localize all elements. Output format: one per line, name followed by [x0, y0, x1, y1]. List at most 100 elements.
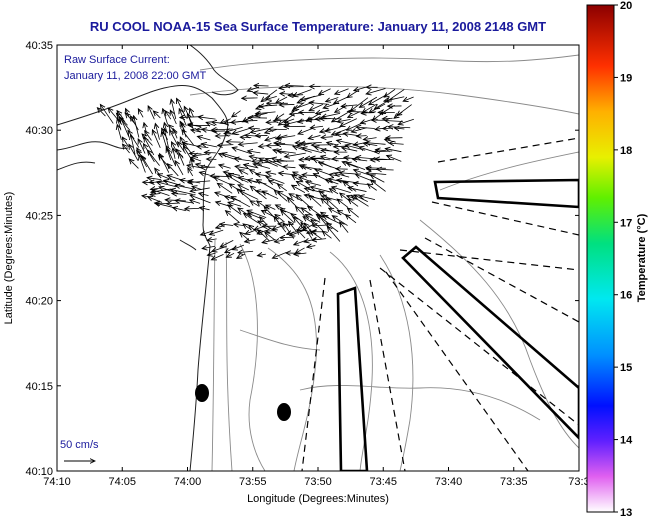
x-axis-label: Longitude (Degrees:Minutes) — [247, 493, 389, 505]
current-vector — [294, 253, 307, 254]
current-vector — [285, 85, 304, 86]
x-tick-label: 73:35 — [500, 476, 528, 488]
coastline-segment — [189, 245, 211, 471]
current-vector — [129, 159, 139, 169]
current-vector — [316, 110, 330, 113]
current-vector — [371, 180, 386, 192]
current-vector — [276, 136, 296, 139]
scale-vector-label: 50 cm/s — [60, 439, 99, 451]
radial-lines — [301, 137, 579, 471]
current-vector — [249, 128, 260, 129]
current-vector — [272, 252, 287, 258]
current-vector — [244, 120, 258, 121]
current-vector — [312, 239, 327, 241]
current-vector — [403, 96, 414, 101]
bathymetry-contour — [239, 329, 321, 351]
current-vector — [248, 151, 261, 153]
current-vector — [366, 88, 386, 94]
colorbar-label: Temperature (°C) — [636, 213, 648, 302]
current-vector — [212, 245, 227, 251]
colorbar-tick-label: 15 — [620, 362, 632, 374]
current-vector — [228, 202, 242, 207]
current-vector — [210, 229, 224, 234]
current-vector — [345, 215, 357, 224]
current-vector — [363, 138, 377, 140]
colorbar-tick-label: 17 — [620, 217, 632, 229]
current-vector — [332, 216, 348, 226]
current-vector — [129, 144, 139, 161]
current-vector — [278, 184, 287, 192]
x-tick-label: 74:00 — [174, 476, 202, 488]
radar-sector — [433, 178, 579, 209]
current-vector — [348, 188, 367, 192]
radial-line — [424, 237, 579, 323]
current-vector — [250, 186, 267, 200]
current-vector — [155, 124, 160, 140]
current-vector — [170, 130, 179, 147]
current-vector — [226, 253, 235, 257]
current-vector — [359, 196, 375, 201]
current-vector — [220, 239, 234, 247]
current-vector — [253, 164, 271, 169]
current-vector — [293, 172, 303, 178]
current-vector — [332, 187, 351, 193]
current-vector — [164, 180, 185, 187]
bathymetry-contour — [299, 385, 541, 421]
current-vector — [285, 152, 306, 157]
bathymetry-contour — [211, 239, 216, 471]
current-vector — [366, 173, 387, 175]
current-vector — [238, 251, 254, 252]
current-vector — [224, 134, 240, 135]
current-vector — [234, 159, 252, 161]
bathymetry-contour — [225, 241, 233, 471]
current-vector — [173, 148, 175, 159]
x-tick-label: 73:3 — [568, 476, 589, 488]
current-vector — [307, 246, 316, 248]
current-vector — [190, 200, 201, 203]
current-vector — [325, 126, 341, 131]
current-vector — [190, 187, 210, 191]
current-vector — [138, 139, 146, 154]
current-vector — [266, 96, 277, 99]
current-vector — [326, 199, 339, 211]
current-vector — [369, 94, 388, 104]
current-vector — [335, 88, 349, 94]
colorbar-tick-label: 19 — [620, 72, 632, 84]
current-vector — [340, 118, 357, 127]
radar-sectors — [336, 178, 579, 471]
radar-sector — [336, 286, 369, 471]
y-tick-label: 40:35 — [25, 40, 53, 52]
current-vector — [310, 126, 324, 128]
current-vector — [240, 191, 259, 200]
y-tick-label: 40:30 — [25, 125, 53, 137]
current-vector — [166, 146, 176, 166]
current-vector — [197, 136, 211, 140]
current-vector — [134, 116, 140, 138]
current-vector — [202, 246, 216, 248]
current-vector — [239, 143, 258, 145]
current-vector — [187, 113, 195, 131]
current-vector — [356, 127, 375, 128]
current-vector — [351, 196, 369, 207]
annotation-line-1: Raw Surface Current: — [64, 54, 170, 66]
current-vector — [327, 226, 341, 242]
current-vector — [357, 136, 367, 137]
current-vector — [138, 109, 144, 118]
current-vector — [202, 144, 218, 147]
y-axis-label: Latitude (Degrees:Minutes) — [3, 192, 15, 325]
current-vector — [348, 111, 361, 118]
current-vector — [366, 168, 386, 169]
current-vector — [117, 125, 122, 140]
current-vector — [292, 185, 306, 194]
current-vector — [167, 164, 179, 177]
current-vector — [141, 156, 153, 175]
current-vector — [283, 167, 296, 168]
current-vector — [171, 99, 177, 120]
current-vector — [171, 189, 193, 195]
chart-title: RU COOL NOAA-15 Sea Surface Temperature:… — [90, 19, 546, 34]
current-vector — [232, 110, 241, 117]
current-vector — [97, 108, 106, 117]
current-vector — [150, 193, 161, 194]
current-vector — [309, 104, 324, 110]
current-vector — [100, 104, 114, 124]
